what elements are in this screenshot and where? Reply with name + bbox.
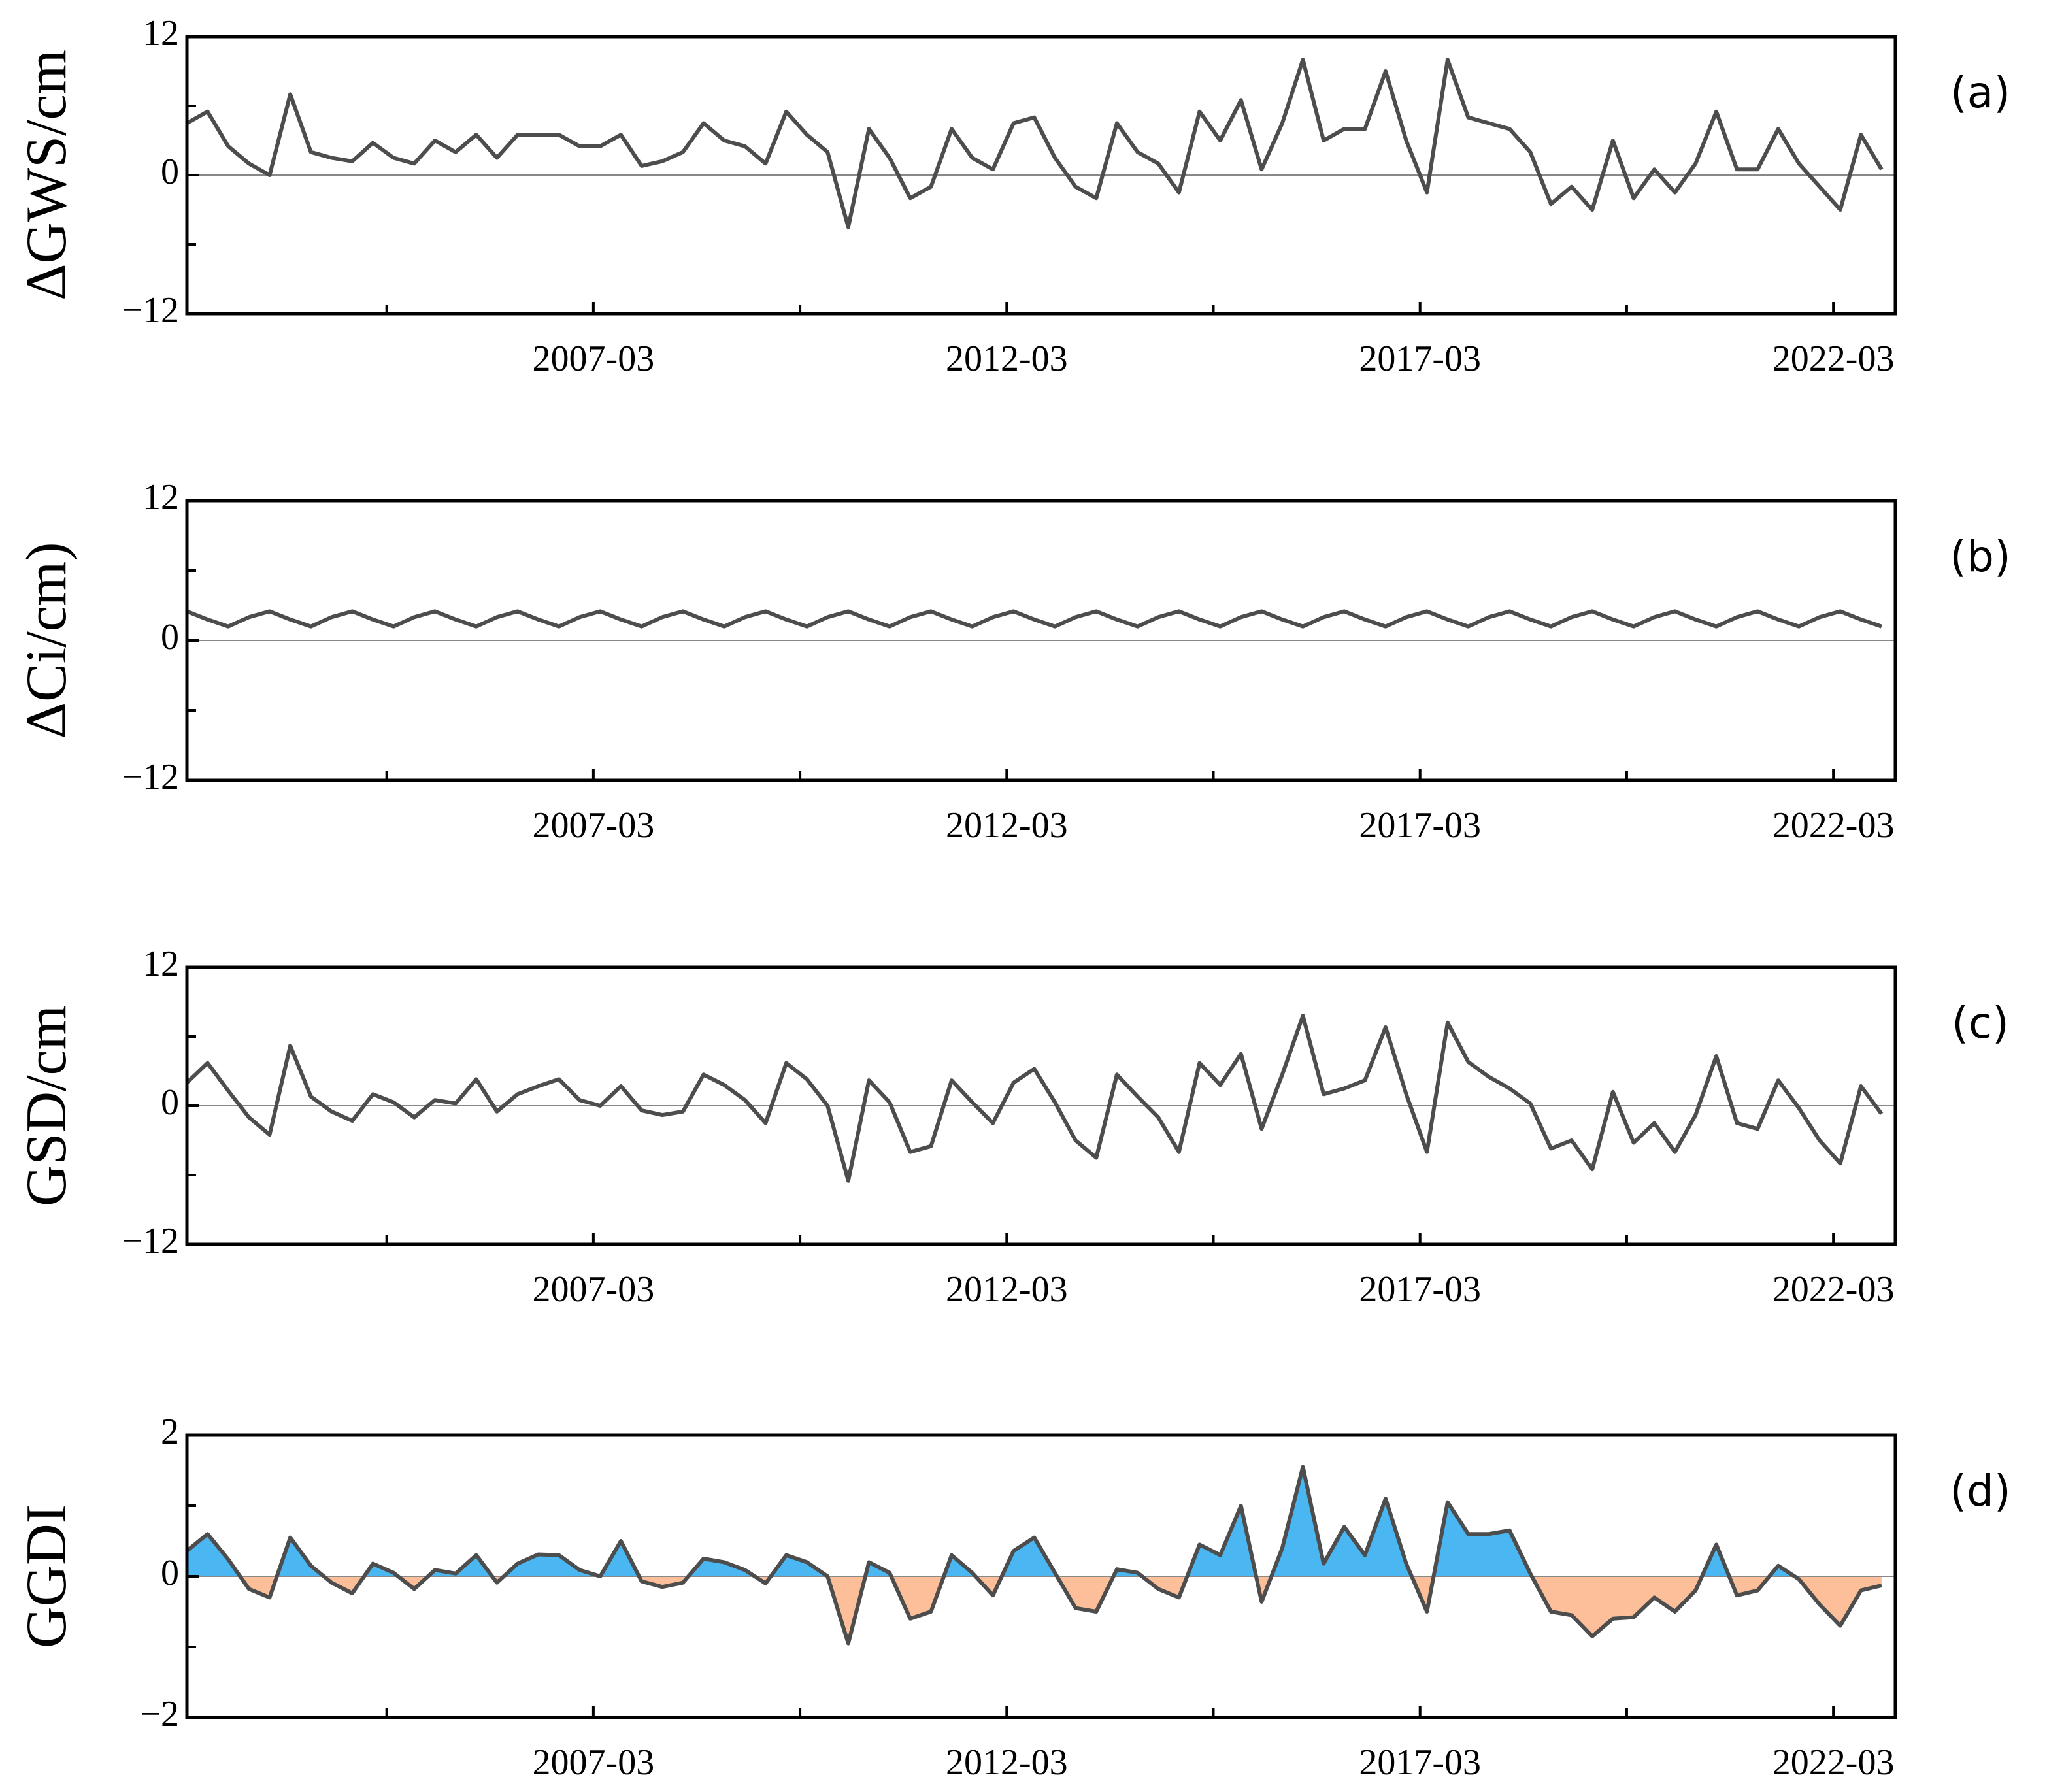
y-tick-label: 0	[161, 1082, 179, 1123]
positive-area	[187, 1467, 1882, 1576]
y-tick-label: −12	[122, 290, 179, 331]
x-tick-label: 2017-03	[1359, 805, 1481, 846]
x-tick-label: 2017-03	[1359, 339, 1481, 379]
panel-label: (d)	[1950, 1466, 2010, 1516]
x-tick-label: 2017-03	[1359, 1742, 1481, 1783]
y-tick-label: −2	[140, 1694, 179, 1734]
x-tick-label: 2012-03	[946, 339, 1068, 379]
y-tick-label: 12	[142, 477, 179, 518]
y-axis-label: ΔCi/cm)	[15, 542, 78, 739]
panel: −2 0 2 2007-03 2012-03 2017-03 2022-03 GGDI (d)	[15, 1412, 2011, 1783]
x-tick-label: 2007-03	[533, 339, 655, 379]
x-tick-label: 2022-03	[1772, 1269, 1895, 1310]
x-tick-label: 2007-03	[533, 1742, 655, 1783]
x-tick-label: 2017-03	[1359, 1269, 1481, 1310]
y-axis-label: GSD/cm	[15, 1005, 78, 1206]
panel: −12 0 12 2007-03 2012-03 2017-03 2022-03 GSD/cm…	[15, 944, 2009, 1310]
panel-label: (b)	[1950, 531, 2010, 582]
y-tick-label: −12	[122, 757, 179, 797]
x-tick-label: 2022-03	[1772, 339, 1895, 379]
x-tick-label: 2012-03	[946, 1742, 1068, 1783]
y-tick-label: 0	[161, 617, 179, 657]
y-tick-label: 12	[142, 13, 179, 54]
y-tick-label: −12	[122, 1221, 179, 1261]
y-axis-label: ΔGWS/cm	[15, 50, 78, 301]
negative-area	[187, 1576, 1882, 1644]
panel: −12 0 12 2007-03 2012-03 2017-03 2022-03 ΔGWS/c…	[15, 13, 2010, 379]
x-tick-label: 2022-03	[1772, 805, 1895, 846]
y-tick-label: 2	[161, 1412, 179, 1452]
y-tick-label: 0	[161, 152, 179, 192]
panel-label: (a)	[1950, 67, 2010, 118]
x-tick-label: 2012-03	[946, 1269, 1068, 1310]
series-line	[185, 1014, 1884, 1183]
panel-label: (c)	[1952, 998, 2009, 1048]
series-line	[186, 58, 1884, 229]
x-tick-label: 2007-03	[533, 805, 655, 846]
series-line	[186, 609, 1882, 629]
x-tick-label: 2007-03	[533, 1269, 655, 1310]
series-line	[186, 1465, 1882, 1646]
y-tick-label: 0	[161, 1553, 179, 1593]
panel: −12 0 12 2007-03 2012-03 2017-03 2022-03 ΔCi/cm…	[15, 477, 2011, 846]
x-tick-label: 2012-03	[946, 805, 1068, 846]
x-tick-label: 2022-03	[1772, 1742, 1895, 1783]
y-axis-label: GGDI	[15, 1504, 78, 1648]
y-tick-label: 12	[142, 944, 179, 984]
